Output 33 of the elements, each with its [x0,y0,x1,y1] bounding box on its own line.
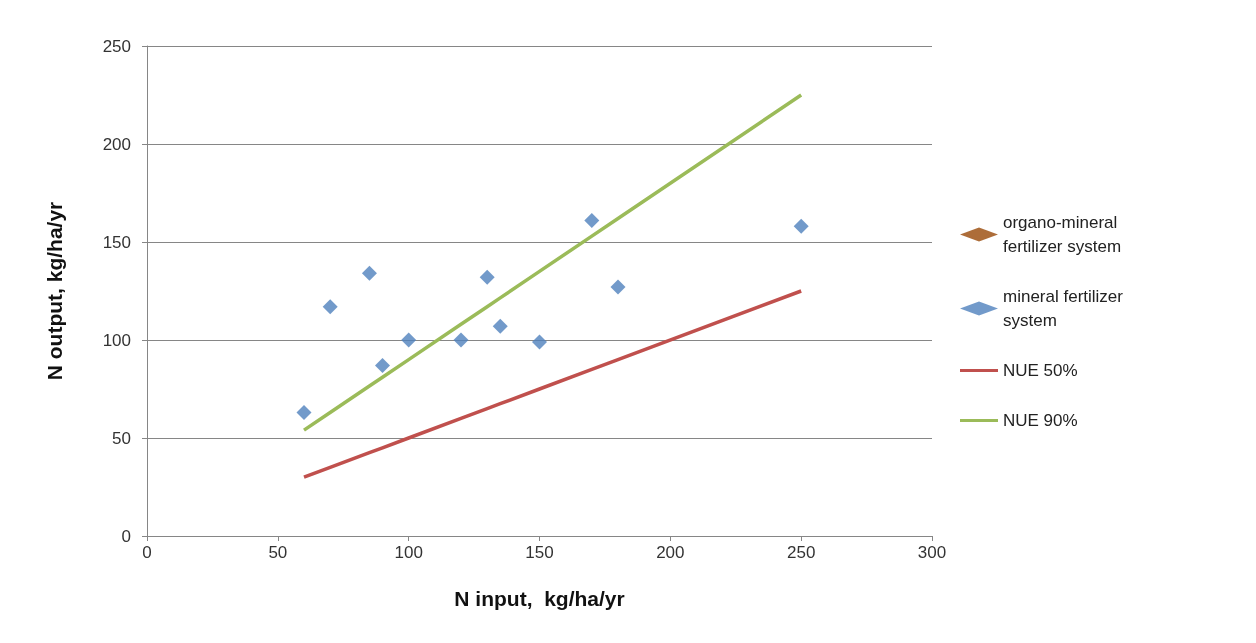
point [492,318,508,334]
x-tick-label: 50 [268,543,288,562]
y-axis-title: N output, kg/ha/yr [43,201,66,381]
y-tick-label: 50 [112,428,131,448]
point [610,279,626,295]
x-tick-label: 250 [786,543,816,562]
x-axis-title: N input, kg/ha/yr [454,587,625,610]
legend-label: organo-mineral fertilizer system [1003,213,1123,256]
point [375,357,390,373]
point [361,265,377,281]
legend-label: NUE 50% [1003,361,1078,380]
point [479,269,495,285]
line-series [302,93,803,432]
point [296,405,312,421]
legend-label: NUE 90% [1003,411,1078,430]
x-tick-label: 200 [656,543,685,562]
point [322,299,338,315]
y-tick-label: 150 [102,232,131,252]
legend-label: mineral fertilizer system [1003,287,1128,330]
y-tick-label: 100 [102,330,131,350]
line-series [302,289,803,479]
y-tick-label: 250 [102,36,131,56]
y-tick-label: 200 [102,134,131,154]
point [453,332,469,348]
x-tick-label: 100 [394,543,423,562]
point [584,212,600,228]
x-tick-label: 150 [525,543,554,562]
x-tick-label: 0 [142,543,152,562]
x-tick-label: 300 [917,543,947,562]
y-tick-label: 0 [121,526,131,546]
point [532,334,547,350]
point [793,218,809,234]
point [401,332,417,348]
